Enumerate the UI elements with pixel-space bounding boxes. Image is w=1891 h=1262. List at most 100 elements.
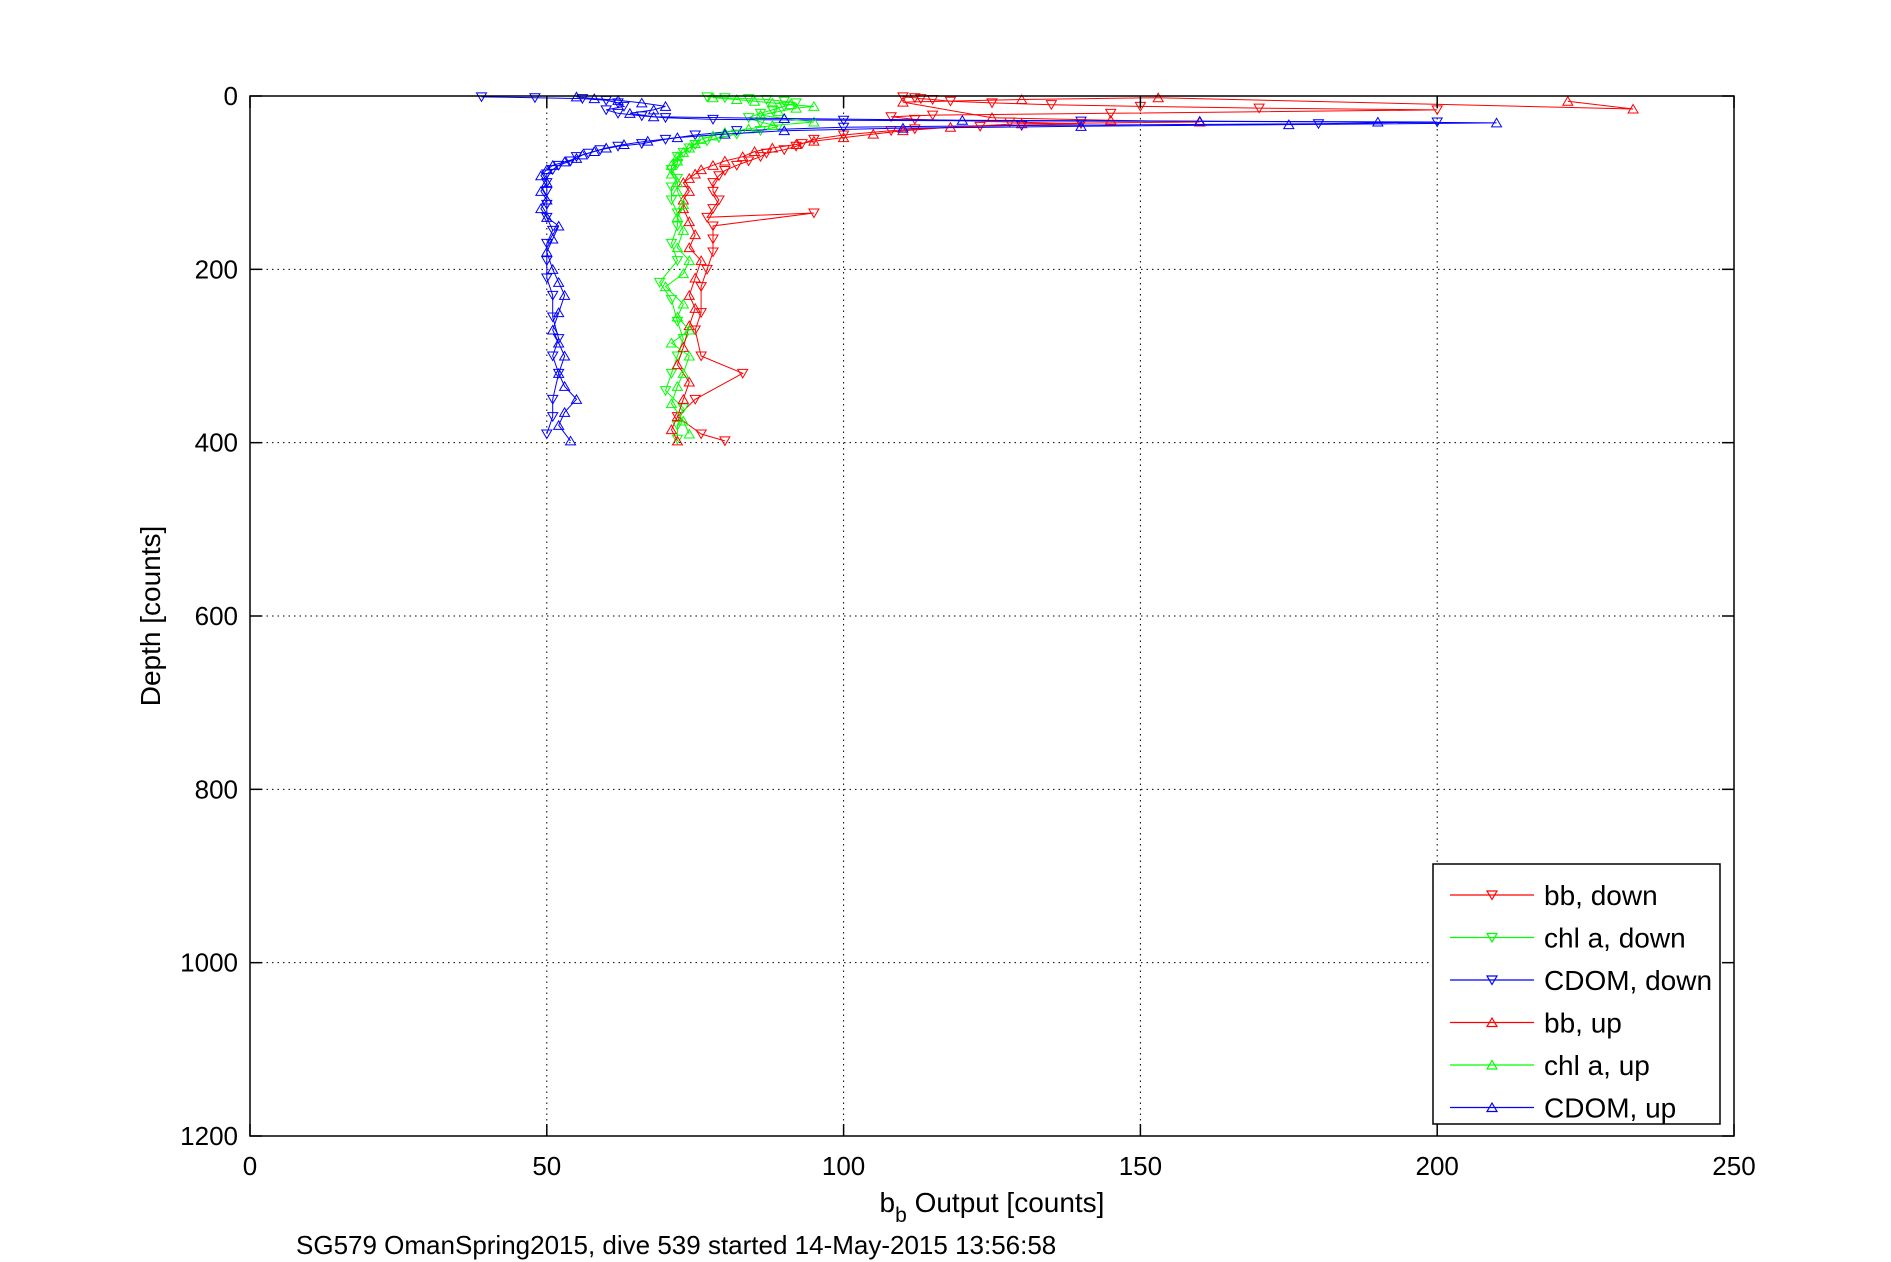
data-point (790, 102, 802, 113)
data-point (540, 177, 553, 188)
data-point (570, 152, 583, 163)
data-point (754, 126, 767, 137)
data-point (701, 264, 713, 275)
legend-item: chl a, down (1450, 923, 1686, 954)
data-point (665, 337, 678, 348)
data-point (1152, 92, 1165, 103)
data-point (695, 351, 708, 362)
data-point (736, 368, 749, 379)
data-point (808, 208, 820, 219)
data-point (671, 221, 684, 232)
data-point (558, 350, 571, 361)
data-point (1282, 119, 1295, 130)
y-tick-label: 800 (195, 774, 238, 804)
data-point (534, 185, 547, 196)
legend-label: bb, up (1544, 1008, 1622, 1039)
data-point (659, 100, 672, 111)
data-point (766, 97, 779, 108)
data-point (707, 234, 719, 245)
data-point (546, 225, 559, 236)
data-point (552, 419, 565, 430)
data-point (808, 134, 820, 145)
data-series (475, 91, 1639, 447)
data-point (742, 156, 755, 167)
data-point (778, 96, 791, 107)
data-point (701, 212, 713, 223)
data-point (600, 105, 613, 116)
data-point (552, 334, 565, 345)
data-point (808, 100, 820, 111)
data-point (671, 435, 684, 446)
data-point (867, 128, 880, 139)
data-point (897, 122, 909, 133)
data-point (897, 96, 909, 107)
data-point (683, 172, 696, 183)
data-point (713, 171, 725, 182)
data-point (540, 164, 553, 175)
data-point (665, 368, 678, 379)
data-point (659, 386, 672, 397)
data-point (689, 394, 702, 405)
data-point (671, 380, 684, 391)
data-point (1371, 116, 1384, 127)
data-point (665, 182, 678, 193)
x-tick-label: 150 (1119, 1151, 1162, 1181)
legend-box (1432, 863, 1721, 1125)
data-point (778, 125, 791, 136)
series-line (676, 96, 1438, 442)
y-tick-label: 0 (224, 81, 238, 111)
data-point (570, 393, 583, 404)
data-point (695, 255, 708, 266)
data-point (671, 311, 684, 322)
x-tick-label: 50 (532, 1151, 561, 1181)
data-point (671, 155, 684, 166)
data-point (707, 114, 719, 125)
legend-marker (1485, 932, 1499, 944)
data-point (689, 168, 702, 179)
series-5 (534, 91, 1503, 446)
data-point (677, 415, 690, 426)
data-point (540, 246, 553, 257)
data-point (540, 273, 553, 284)
legend-marker (1485, 890, 1499, 901)
data-point (677, 146, 690, 157)
data-point (635, 139, 648, 150)
data-point (707, 159, 719, 170)
data-point (576, 149, 589, 160)
data-point (707, 221, 719, 232)
data-point (754, 109, 767, 120)
data-point (665, 398, 678, 409)
data-point (1075, 116, 1087, 127)
data-point (730, 93, 743, 104)
data-point (677, 393, 690, 404)
series-line (664, 97, 814, 435)
data-point (689, 130, 702, 141)
data-point (677, 367, 690, 378)
data-point (695, 133, 708, 144)
legend-item: CDOM, up (1450, 1093, 1676, 1124)
data-point (1627, 103, 1639, 114)
data-point (540, 429, 553, 440)
data-point (683, 216, 696, 227)
data-point (677, 198, 690, 209)
data-point (534, 170, 547, 181)
data-point (683, 350, 696, 361)
data-point (701, 92, 713, 103)
data-point (546, 324, 559, 335)
data-point (885, 112, 897, 123)
series-3 (665, 92, 1639, 446)
data-point (552, 220, 565, 231)
data-point (600, 142, 613, 153)
data-point (1193, 115, 1206, 126)
data-point (552, 307, 565, 318)
data-point (612, 94, 624, 105)
data-point (588, 93, 601, 104)
data-point (808, 135, 820, 146)
data-point (689, 325, 702, 336)
data-point (742, 94, 755, 105)
data-point (558, 156, 571, 167)
data-point (778, 113, 791, 124)
x-tick-label: 100 (822, 1151, 865, 1181)
data-point (558, 406, 571, 417)
data-point (665, 295, 678, 306)
